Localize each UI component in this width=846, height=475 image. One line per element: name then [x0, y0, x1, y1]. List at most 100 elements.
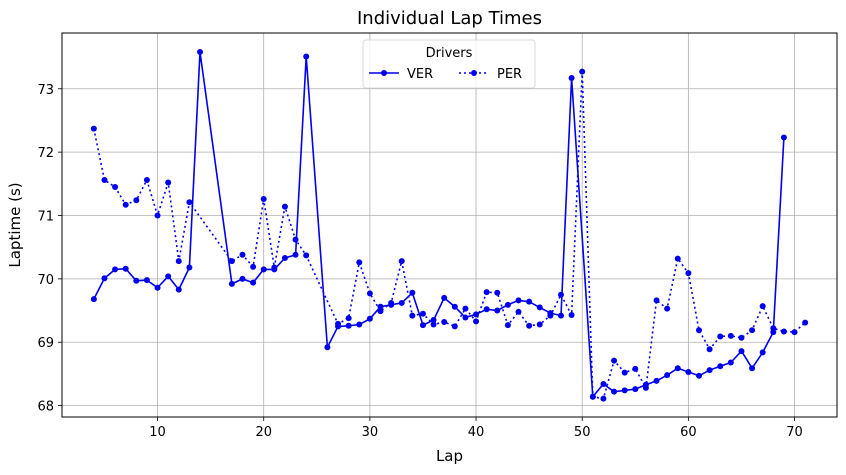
data-point-ver: [101, 275, 108, 282]
data-point-per: [271, 264, 278, 271]
data-point-per: [600, 395, 607, 402]
data-point-per: [260, 196, 267, 203]
chart-title: Individual Lap Times: [357, 8, 542, 29]
data-point-ver: [409, 289, 416, 296]
data-point-ver: [483, 306, 490, 313]
data-point-per: [345, 315, 352, 322]
data-point-ver: [526, 298, 533, 305]
data-point-ver: [494, 307, 501, 314]
data-point-per: [303, 252, 310, 259]
data-point-per: [112, 183, 119, 190]
legend-box: [362, 39, 536, 89]
y-tick-label: 69: [37, 336, 54, 351]
legend: Drivers VER PER: [362, 39, 536, 89]
data-point-ver: [345, 322, 352, 329]
data-point-per: [749, 327, 756, 334]
data-point-per: [451, 323, 458, 330]
data-point-per: [632, 365, 639, 372]
axis-ticks: 10 20 30 40 50 60 70 68 69 70 71 72 73: [37, 83, 802, 440]
data-point-per: [250, 263, 257, 270]
data-point-per: [695, 327, 702, 334]
data-point-ver: [600, 381, 607, 388]
data-point-per: [154, 212, 161, 219]
x-tick-label: 40: [468, 425, 485, 440]
data-point-per: [175, 258, 182, 265]
data-point-ver: [685, 369, 692, 376]
series-layer: [90, 49, 809, 402]
data-point-per: [664, 305, 671, 312]
data-point-per: [366, 290, 373, 297]
data-point-per: [228, 258, 235, 265]
data-point-per: [483, 289, 490, 296]
data-point-ver: [653, 377, 660, 384]
data-point-ver: [165, 273, 172, 280]
data-point-per: [579, 68, 586, 75]
data-point-per: [388, 299, 395, 306]
data-point-ver: [674, 365, 681, 372]
data-point-per: [122, 201, 129, 208]
data-point-per: [515, 308, 522, 315]
data-point-per: [674, 255, 681, 262]
data-point-ver: [398, 299, 405, 306]
data-point-per: [557, 291, 564, 298]
x-axis-title: Lap: [436, 447, 463, 465]
data-point-ver: [780, 134, 787, 141]
x-tick-label: 70: [786, 425, 803, 440]
data-point-per: [292, 236, 299, 243]
data-point-ver: [515, 297, 522, 304]
x-tick-label: 50: [574, 425, 591, 440]
data-point-ver: [377, 303, 384, 310]
data-point-ver: [250, 279, 257, 286]
data-point-ver: [154, 284, 161, 291]
data-point-per: [642, 384, 649, 391]
data-point-ver: [239, 275, 246, 282]
data-point-per: [526, 322, 533, 329]
data-point-ver: [133, 277, 140, 284]
y-tick-label: 73: [37, 83, 54, 98]
data-point-ver: [260, 266, 267, 273]
data-point-ver: [112, 266, 119, 273]
legend-label-ver: VER: [407, 67, 433, 82]
data-point-ver: [695, 372, 702, 379]
data-point-ver: [611, 388, 618, 395]
data-point-per: [398, 258, 405, 265]
data-point-per: [90, 125, 97, 132]
data-point-per: [685, 270, 692, 277]
y-tick-label: 70: [37, 273, 54, 288]
data-point-ver: [186, 264, 193, 271]
data-point-ver: [228, 280, 235, 287]
plot-frame: [61, 32, 838, 418]
data-point-per: [547, 312, 554, 319]
data-point-per: [706, 346, 713, 353]
y-tick-label: 72: [37, 146, 54, 161]
data-point-per: [770, 325, 777, 332]
data-point-per: [611, 357, 618, 364]
data-point-per: [504, 322, 511, 329]
data-point-per: [377, 308, 384, 315]
y-tick-label: 68: [37, 400, 54, 415]
legend-label-per: PER: [497, 67, 522, 82]
data-point-ver: [568, 74, 575, 81]
data-point-ver: [749, 365, 756, 372]
data-point-per: [738, 334, 745, 341]
data-point-ver: [281, 254, 288, 261]
data-point-ver: [621, 387, 628, 394]
data-point-ver: [504, 301, 511, 308]
data-point-ver: [430, 317, 437, 324]
data-point-ver: [366, 315, 373, 322]
data-point-ver: [706, 367, 713, 374]
data-point-ver: [441, 294, 448, 301]
data-point-ver: [197, 49, 204, 56]
data-point-per: [494, 289, 501, 296]
legend-title: Drivers: [426, 46, 473, 61]
data-point-ver: [632, 386, 639, 393]
data-point-ver: [303, 53, 310, 60]
x-tick-label: 20: [255, 425, 272, 440]
data-point-per: [462, 305, 469, 312]
series-ver: [90, 49, 787, 400]
x-tick-label: 10: [149, 425, 166, 440]
data-point-per: [419, 310, 426, 317]
data-point-ver: [664, 372, 671, 379]
x-tick-label: 60: [680, 425, 697, 440]
